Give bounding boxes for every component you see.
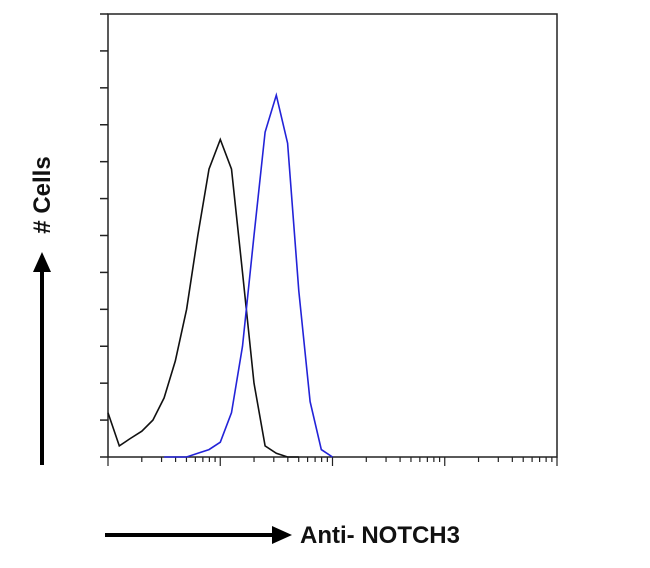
x-arrow-head	[272, 526, 292, 544]
x-axis-label: Anti- NOTCH3	[300, 522, 460, 549]
plot-frame	[107, 13, 558, 458]
histogram-line	[164, 92, 333, 458]
y-axis-label: # Cells	[29, 156, 56, 233]
y-arrow-head	[33, 252, 51, 272]
histogram-line	[107, 137, 299, 458]
